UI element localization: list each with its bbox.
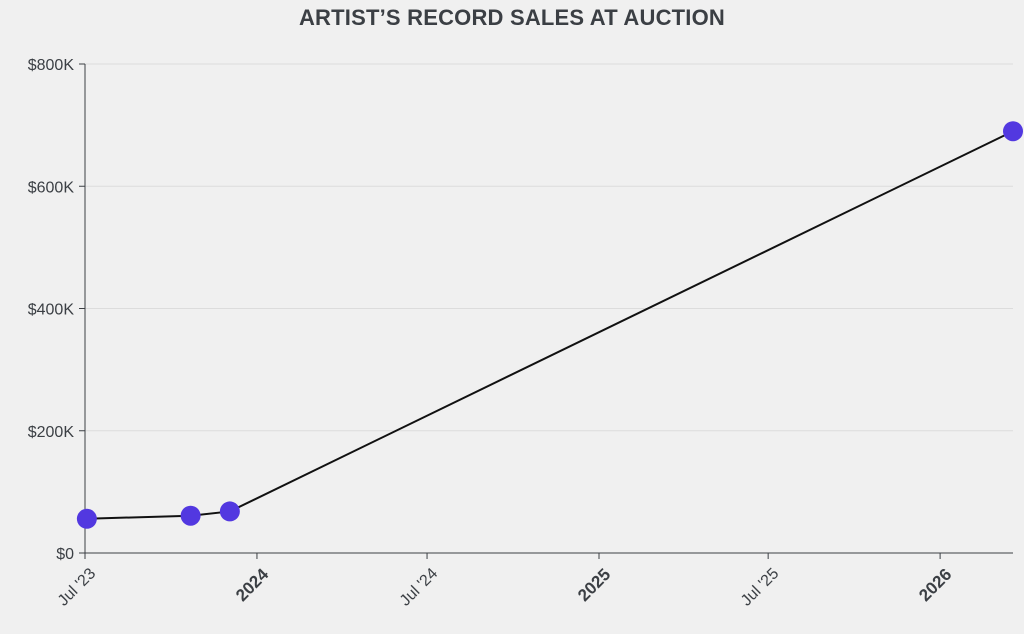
y-tick-label: $600K [28,179,75,196]
data-point [1003,121,1023,142]
line-layer [86,130,1014,520]
point-layer [76,121,1023,529]
data-point [219,501,240,522]
chart-title: ARTIST’S RECORD SALES AT AUCTION [298,5,726,30]
x-tick-label: 2025 [574,565,614,605]
data-point [180,505,201,526]
x-tick-label: Jul '23 [55,565,99,609]
y-tick-label: $200K [28,424,75,441]
x-tick-label: Jul '24 [397,565,441,609]
series-line [86,130,1014,520]
grid-layer [85,63,1013,432]
y-tick-label: $0 [56,546,74,563]
y-tick-label: $400K [28,302,75,319]
y-tick-label: $800K [28,57,75,74]
axis-layer: $0 $200K $400K $600K $800K Jul '23 2024 Jul '24… [28,57,1013,610]
x-tick-label: 2024 [232,564,273,605]
x-tick-label: Jul '25 [738,565,782,609]
x-tick-label: 2026 [915,565,955,605]
data-point [76,508,97,529]
